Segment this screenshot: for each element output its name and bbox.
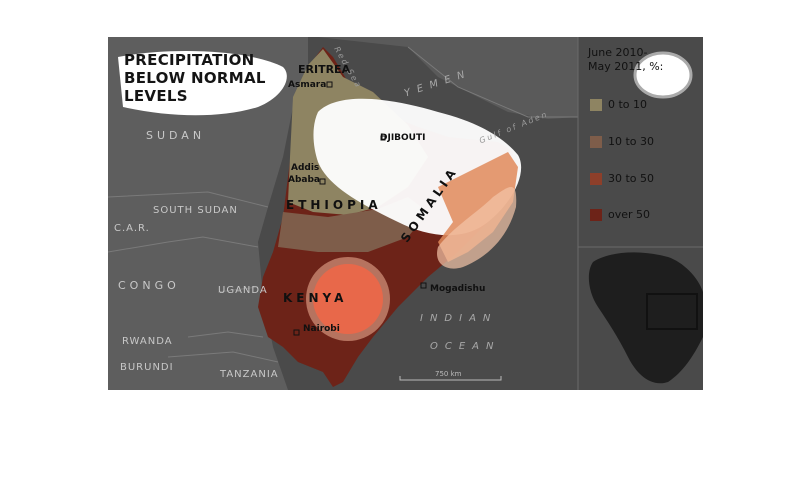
somalia-halo <box>437 187 517 269</box>
addis-marker <box>319 178 326 185</box>
label-mogadishu: Mogadishu <box>430 284 486 294</box>
map-graphic <box>108 37 703 390</box>
asmara-marker <box>326 81 333 88</box>
nairobi-marker <box>293 329 300 336</box>
map-title: PRECIPITATION BELOW NORMAL LEVELS <box>124 51 266 105</box>
djibouti-marker <box>380 135 386 141</box>
legend-label: 0 to 10 <box>608 98 648 111</box>
legend-label: over 50 <box>608 208 651 221</box>
legend-swatch <box>590 173 602 185</box>
scale-bar <box>399 376 502 381</box>
label-tanzania: TANZANIA <box>220 369 279 380</box>
map-title-line-1: PRECIPITATION <box>124 51 255 69</box>
label-asmara: Asmara <box>288 80 327 90</box>
label-sudan: SUDAN <box>146 129 206 142</box>
map-panel: PRECIPITATION BELOW NORMAL LEVELS ERITRE… <box>108 37 703 390</box>
label-ababa: Ababa <box>288 175 320 185</box>
label-kenya: KENYA <box>283 291 348 305</box>
scale-label: 750 km <box>435 370 462 378</box>
label-djibouti: DJIBOUTI <box>380 133 426 143</box>
label-ocean: OCEAN <box>430 341 501 352</box>
label-car: C.A.R. <box>114 223 150 234</box>
map-title-line-3: LEVELS <box>124 87 188 105</box>
label-addis: Addis <box>291 163 320 173</box>
legend-title-blob <box>633 51 693 99</box>
label-burundi: BURUNDI <box>120 362 174 373</box>
legend-swatch <box>590 99 602 111</box>
mogadishu-marker <box>420 282 427 289</box>
label-eritrea: ERITREA <box>298 63 351 76</box>
inset-africa <box>588 252 703 384</box>
label-rwanda: RWANDA <box>122 336 173 347</box>
inset-frame <box>646 293 698 330</box>
legend-label: 30 to 50 <box>608 172 655 185</box>
label-ethiopia: ETHIOPIA <box>286 198 382 212</box>
legend-label: 10 to 30 <box>608 135 655 148</box>
label-nairobi: Nairobi <box>303 324 340 334</box>
label-congo: CONGO <box>118 279 180 292</box>
label-south-sudan: SOUTH SUDAN <box>153 205 238 216</box>
legend-title: June 2010- May 2011, %: <box>588 46 663 74</box>
legend-swatch <box>590 136 602 148</box>
legend-title-line-2: May 2011, %: <box>588 60 664 73</box>
kenya-highlight <box>313 264 383 334</box>
label-uganda: UGANDA <box>218 285 268 296</box>
land-africa-west <box>108 37 308 390</box>
title-blob <box>118 51 287 116</box>
legend-title-line-1: June 2010- <box>588 46 648 59</box>
legend-swatch <box>590 209 602 221</box>
label-indian: INDIAN <box>420 313 498 324</box>
map-title-line-2: BELOW NORMAL <box>124 69 266 87</box>
land-arabia <box>318 37 703 119</box>
